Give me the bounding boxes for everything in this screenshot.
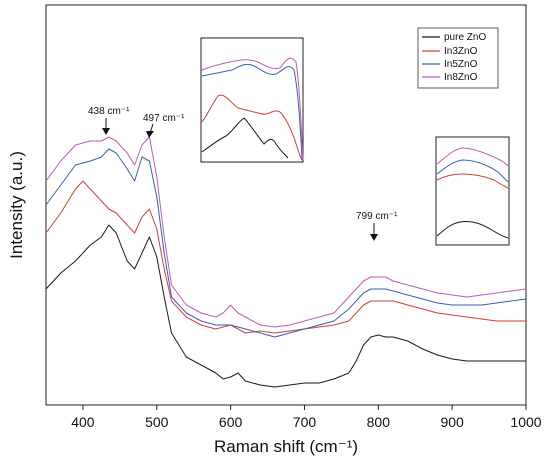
series-line-in3zno <box>45 180 526 334</box>
legend-item-pure-zno: pure ZnO <box>422 32 486 43</box>
x-axis: 400 500 600 700 800 900 1000 <box>71 405 542 430</box>
x-axis-title: Raman shift (cm⁻¹) <box>214 437 358 456</box>
annotation-438-label: 438 cm⁻¹ <box>88 106 130 117</box>
x-tick-label: 600 <box>219 414 243 430</box>
inset-left-frame <box>200 37 304 163</box>
legend-item-in8zno: In8ZnO <box>422 72 478 83</box>
inset-right-in3zno-line <box>436 173 509 189</box>
x-tick-label: 400 <box>71 414 95 430</box>
series-line-in5zno <box>45 148 527 338</box>
inset-right-in8zno-line <box>436 147 509 167</box>
inset-left-pure-zno-line <box>201 117 289 159</box>
inset-right <box>435 136 510 246</box>
x-tick-label: 800 <box>367 414 391 430</box>
inset-right-frame <box>435 136 510 246</box>
x-tick-label: 900 <box>440 414 464 430</box>
annotation-799-label: 799 cm⁻¹ <box>356 211 398 222</box>
x-tick-label: 500 <box>145 414 169 430</box>
legend-label: pure ZnO <box>444 32 486 43</box>
legend-item-in5zno: In5ZnO <box>422 59 478 70</box>
series-line-pure-zno <box>45 224 526 388</box>
inset-right-pure-zno-line <box>436 221 509 239</box>
series-line-in8zno <box>45 136 527 328</box>
inset-left-in3zno-line <box>201 94 303 161</box>
series-layer <box>45 136 527 388</box>
inset-left-in8zno-line <box>201 57 304 161</box>
annotation-438: 438 cm⁻¹ <box>88 106 130 135</box>
y-axis-title: Intensity (a.u.) <box>7 151 26 259</box>
inset-left-in5zno-line <box>201 63 303 161</box>
legend: pure ZnO In3ZnO In5ZnO In8ZnO <box>417 27 499 89</box>
x-tick-label: 1000 <box>510 414 541 430</box>
inset-right-in5zno-line <box>436 159 509 183</box>
legend-label: In8ZnO <box>444 72 478 83</box>
annotation-497-label: 497 cm⁻¹ <box>143 113 185 124</box>
legend-item-in3zno: In3ZnO <box>422 46 478 57</box>
annotation-497: 497 cm⁻¹ <box>143 113 185 138</box>
legend-box <box>417 27 499 89</box>
x-tick-label: 700 <box>293 414 317 430</box>
annotation-799: 799 cm⁻¹ <box>356 211 398 241</box>
legend-label: In5ZnO <box>444 59 478 70</box>
inset-left <box>200 37 304 163</box>
legend-label: In3ZnO <box>444 46 478 57</box>
